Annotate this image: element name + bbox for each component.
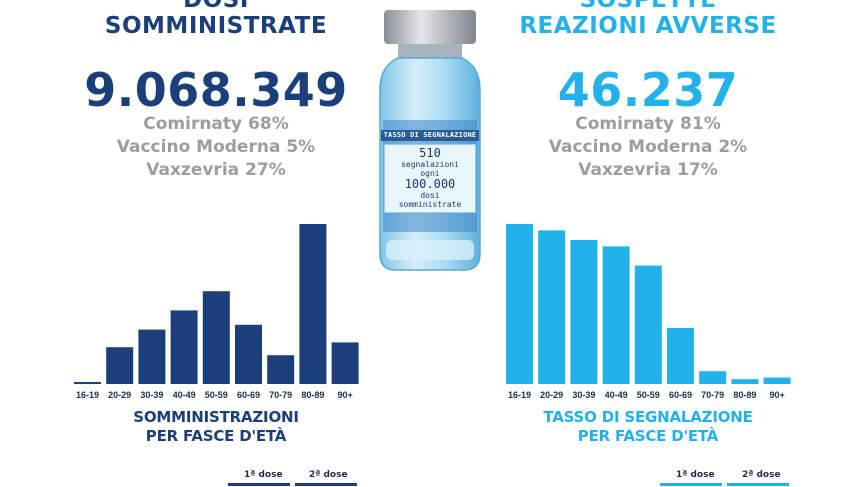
legend-first-dose-label: 1ª dose <box>244 470 283 480</box>
legend-first-dose-line <box>660 483 722 486</box>
left-chart-title: SOMMINISTRAZIONI PER FASCE D'ETÀ <box>76 408 356 446</box>
left-heading: DOSI SOMMINISTRATE <box>56 0 376 39</box>
bar-80-89 <box>299 224 327 384</box>
bar-16-19 <box>506 224 533 384</box>
tick-label: 40-49 <box>173 390 196 400</box>
tick-label: 40-49 <box>605 390 628 400</box>
tick-label: 60-69 <box>237 390 260 400</box>
bar-90+ <box>331 342 359 384</box>
right-chart-title: TASSO DI SEGNALAZIONE PER FASCE D'ETÀ <box>508 408 788 446</box>
right-heading-main: REAZIONI AVVERSE <box>519 13 777 39</box>
tick-label: 70-79 <box>701 390 724 400</box>
bar-30-39 <box>138 329 166 384</box>
tick-label: 16-19 <box>508 390 531 400</box>
bar-90+ <box>763 377 791 384</box>
vial-liquid-highlight <box>386 240 474 260</box>
left-chart-title-line1: SOMMINISTRAZIONI <box>133 408 299 426</box>
right-heading-top: SOSPETTE <box>579 0 717 13</box>
vial-line2: ogni <box>420 169 440 178</box>
tick-label: 50-59 <box>205 390 228 400</box>
left-heading-top: DOSI <box>183 0 249 13</box>
brand-share: Comirnaty 81% <box>575 114 721 134</box>
doses-brand-list: Comirnaty 68% Vaccino Moderna 5% Vaxzevr… <box>36 113 396 182</box>
tick-label: 70-79 <box>269 390 292 400</box>
bar-70-79 <box>267 355 295 384</box>
brand-share: Comirnaty 68% <box>143 114 289 134</box>
reactions-total: 46.237 <box>557 63 739 117</box>
bar-60-69 <box>235 324 262 384</box>
tick-label: 80-89 <box>733 390 756 400</box>
vial-line3: dosi <box>420 191 440 200</box>
brand-share: Vaccino Moderna 5% <box>116 137 316 157</box>
tick-label: 30-39 <box>572 390 595 400</box>
vial-label-title: TASSO DI SEGNALAZIONE <box>381 130 479 141</box>
brand-share: Vaxzevria 27% <box>146 160 286 180</box>
report-rate: 510 <box>419 146 441 160</box>
legend-second-dose-label: 2ª dose <box>742 470 781 480</box>
right-heading: SOSPETTE REAZIONI AVVERSE <box>488 0 808 39</box>
bar-30-39 <box>570 240 598 384</box>
bar-60-69 <box>667 328 694 384</box>
bar-80-89 <box>731 379 759 384</box>
tick-label: 30-39 <box>140 390 163 400</box>
bar-20-29 <box>538 230 566 384</box>
vial-line4: somministrate <box>398 200 462 209</box>
bar-20-29 <box>106 347 134 384</box>
vial-label: TASSO DI SEGNALAZIONE 510 segnalazioni o… <box>381 130 479 213</box>
legend-second-dose-line <box>295 483 357 486</box>
bar-40-49 <box>602 246 630 384</box>
tick-label: 60-69 <box>669 390 692 400</box>
tick-label: 50-59 <box>637 390 660 400</box>
bar-16-19 <box>74 382 101 384</box>
bar-50-59 <box>202 291 230 384</box>
legend-first-dose-label: 1ª dose <box>676 470 715 480</box>
bar-70-79 <box>699 371 727 384</box>
vial-cap <box>384 10 476 44</box>
vial-line1: segnalazioni <box>401 160 459 169</box>
left-heading-main: SOMMINISTRATE <box>104 13 328 39</box>
tick-label: 20-29 <box>540 390 563 400</box>
legend-first-dose-line <box>228 483 290 486</box>
tick-label: 16-19 <box>76 390 99 400</box>
tick-label: 90+ <box>769 390 784 400</box>
vial-neck <box>398 44 462 58</box>
bar-50-59 <box>634 265 662 384</box>
left-chart-title-line2: PER FASCE D'ETÀ <box>145 427 287 445</box>
right-chart-title-line2: PER FASCE D'ETÀ <box>577 427 719 445</box>
reactions-brand-list: Comirnaty 81% Vaccino Moderna 2% Vaxzevr… <box>468 113 828 182</box>
tick-label: 90+ <box>337 390 352 400</box>
brand-share: Vaxzevria 17% <box>578 160 718 180</box>
bar-40-49 <box>170 310 198 384</box>
vial-label-box: 510 segnalazioni ogni 100.000 dosi sommi… <box>384 144 476 213</box>
brand-share: Vaccino Moderna 2% <box>548 137 748 157</box>
legend-second-dose-label: 2ª dose <box>309 470 348 480</box>
right-chart-title-line1: TASSO DI SEGNALAZIONE <box>543 408 753 426</box>
per-doses: 100.000 <box>404 177 456 191</box>
tick-label: 20-29 <box>108 390 131 400</box>
legend-second-dose-line <box>727 483 789 486</box>
tick-label: 80-89 <box>301 390 324 400</box>
doses-total: 9.068.349 <box>84 63 348 117</box>
